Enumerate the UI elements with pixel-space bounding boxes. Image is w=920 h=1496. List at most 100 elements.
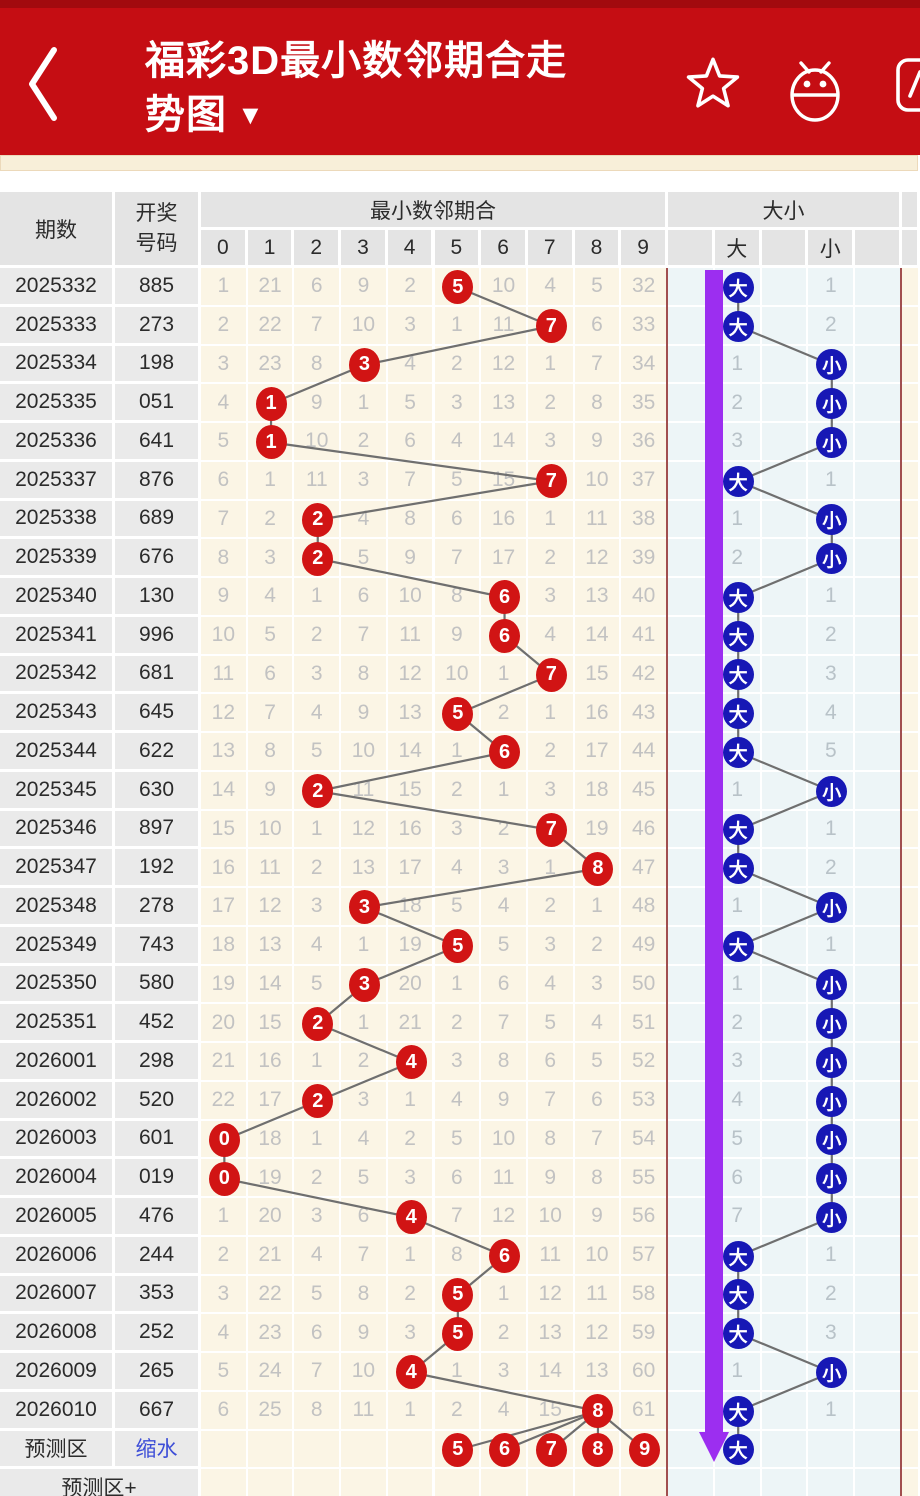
miss-cell: 4 xyxy=(527,616,575,656)
prediction-circle: 9 xyxy=(629,1432,661,1467)
miss-cell: 4 xyxy=(387,345,435,385)
miss-cell: 53 xyxy=(621,1081,668,1121)
hit-circle: 4 xyxy=(395,1200,427,1235)
miss-cell: 5 xyxy=(341,539,388,578)
draw-number-cell: 265 xyxy=(115,1353,201,1392)
miss-cell: 2 xyxy=(341,423,388,462)
miss-cell: 7 xyxy=(294,306,342,346)
miss-cell: 7 xyxy=(574,345,622,385)
miss-cell: 10 xyxy=(481,268,528,307)
miss-cell: 9 xyxy=(574,423,622,462)
miss-cell: 10 xyxy=(387,578,435,617)
miss-cell: 19 xyxy=(387,926,435,966)
miss-cell: 5 xyxy=(574,1043,622,1082)
daxiao-circle: 小 xyxy=(816,775,848,807)
miss-cell: 47 xyxy=(621,849,668,888)
period-cell: 2025348 xyxy=(0,888,115,927)
table-row-2026010: 2026010 667 6 25 8 11 1 2 4 15 61 1 xyxy=(0,1391,920,1431)
miss-cell: 8 xyxy=(481,1043,528,1082)
miss-cell: 10 xyxy=(341,733,388,772)
draw-number-cell: 743 xyxy=(115,926,201,966)
empty-cell xyxy=(341,1469,388,1496)
miss-cell: 6 xyxy=(481,965,528,1005)
miss-cell: 6 xyxy=(201,1391,248,1431)
statusbar-strip xyxy=(0,0,920,8)
miss-cell: 12 xyxy=(481,345,528,385)
miss-cell: 3 xyxy=(201,1275,248,1315)
miss-cell: 8 xyxy=(294,1391,342,1431)
period-cell: 2025349 xyxy=(0,926,115,966)
table-row-2025340: 2025340 130 9 4 1 6 10 8 3 13 40 1 xyxy=(0,578,920,617)
miss-cell: 5 xyxy=(247,616,295,656)
miss-cell: 34 xyxy=(621,345,668,385)
page-title[interactable]: 福彩3D最小数邻期合走势图 ▼ xyxy=(145,34,597,142)
miss-cell: 1 xyxy=(481,1275,528,1315)
table-row-2025337: 2025337 876 6 1 11 3 7 5 15 10 37 1 xyxy=(0,461,920,501)
daxiao-cell xyxy=(855,1004,902,1043)
miss-cell: 7 xyxy=(434,539,482,578)
miss-cell: 8 xyxy=(247,733,295,772)
miss-cell: 3 xyxy=(574,965,622,1005)
next-section-cell xyxy=(902,616,920,656)
miss-cell: 1 xyxy=(434,306,482,346)
miss-cell: 15 xyxy=(527,1391,575,1431)
period-cell: 2025344 xyxy=(0,733,115,772)
draw-number-cell: 019 xyxy=(115,1159,201,1198)
daxiao-cell xyxy=(855,384,902,423)
miss-cell: 11 xyxy=(294,461,342,501)
miss-cell: 3 xyxy=(481,849,528,888)
miss-cell: 9 xyxy=(247,771,295,811)
prediction-digit-cell xyxy=(201,1430,248,1470)
miss-cell: 3 xyxy=(294,888,342,927)
app-robot-button[interactable] xyxy=(786,56,846,122)
next-section-cell xyxy=(902,733,920,772)
miss-cell: 9 xyxy=(201,578,248,617)
miss-cell: 2 xyxy=(387,268,435,307)
header-next-sub-partial xyxy=(902,230,920,268)
miss-cell: 3 xyxy=(387,306,435,346)
miss-cell: 22 xyxy=(247,306,295,346)
daxiao-cell xyxy=(761,268,809,307)
header-digits-section: 最小数邻期合 xyxy=(201,192,668,230)
table-row-2025342: 2025342 681 11 6 3 8 12 10 1 15 42 3 xyxy=(0,655,920,695)
miss-cell: 11 xyxy=(341,771,388,811)
daxiao-cell xyxy=(761,1391,809,1431)
daxiao-circle: 大 xyxy=(722,736,754,768)
daxiao-cell: 4 xyxy=(808,694,856,733)
daxiao-cell xyxy=(761,384,809,423)
period-cell: 2025351 xyxy=(0,1004,115,1043)
miss-cell: 19 xyxy=(201,965,248,1005)
miss-cell: 5 xyxy=(294,965,342,1005)
more-button[interactable] xyxy=(894,56,920,120)
draw-number-cell: 252 xyxy=(115,1314,201,1353)
table-row-2026007: 2026007 353 3 22 5 8 2 1 12 11 58 2 xyxy=(0,1275,920,1315)
back-button[interactable] xyxy=(26,44,66,124)
daxiao-cell xyxy=(855,965,902,1005)
miss-cell: 4 xyxy=(341,500,388,540)
daxiao-cell xyxy=(855,1236,902,1276)
miss-cell: 17 xyxy=(201,888,248,927)
daxiao-cell xyxy=(761,810,809,850)
next-section-cell xyxy=(902,771,920,811)
daxiao-cell xyxy=(855,461,902,501)
miss-cell: 50 xyxy=(621,965,668,1005)
favorite-button[interactable] xyxy=(684,56,744,120)
miss-cell: 4 xyxy=(574,1004,622,1043)
miss-cell: 24 xyxy=(247,1353,295,1392)
miss-cell: 12 xyxy=(341,810,388,850)
period-cell: 2026004 xyxy=(0,1159,115,1198)
daxiao-circle: 大 xyxy=(722,1279,754,1311)
daxiao-cell xyxy=(761,849,809,888)
table-row-2026004: 2026004 019 19 2 5 3 6 11 9 8 55 6 xyxy=(0,1159,920,1198)
daxiao-cell xyxy=(761,461,809,501)
prediction-digit-cell xyxy=(387,1430,435,1470)
prediction-daxiao-cell xyxy=(761,1430,809,1470)
miss-cell: 3 xyxy=(201,345,248,385)
miss-cell: 18 xyxy=(387,888,435,927)
miss-cell: 12 xyxy=(481,1198,528,1237)
table-row-2025341: 2025341 996 10 5 2 7 11 9 4 14 41 2 xyxy=(0,616,920,656)
miss-cell: 1 xyxy=(201,1198,248,1237)
table-row-2025348: 2025348 278 17 12 3 18 5 4 2 1 48 1 xyxy=(0,888,920,927)
suoshui-link[interactable]: 缩水 xyxy=(135,1438,178,1462)
miss-cell: 42 xyxy=(621,655,668,695)
